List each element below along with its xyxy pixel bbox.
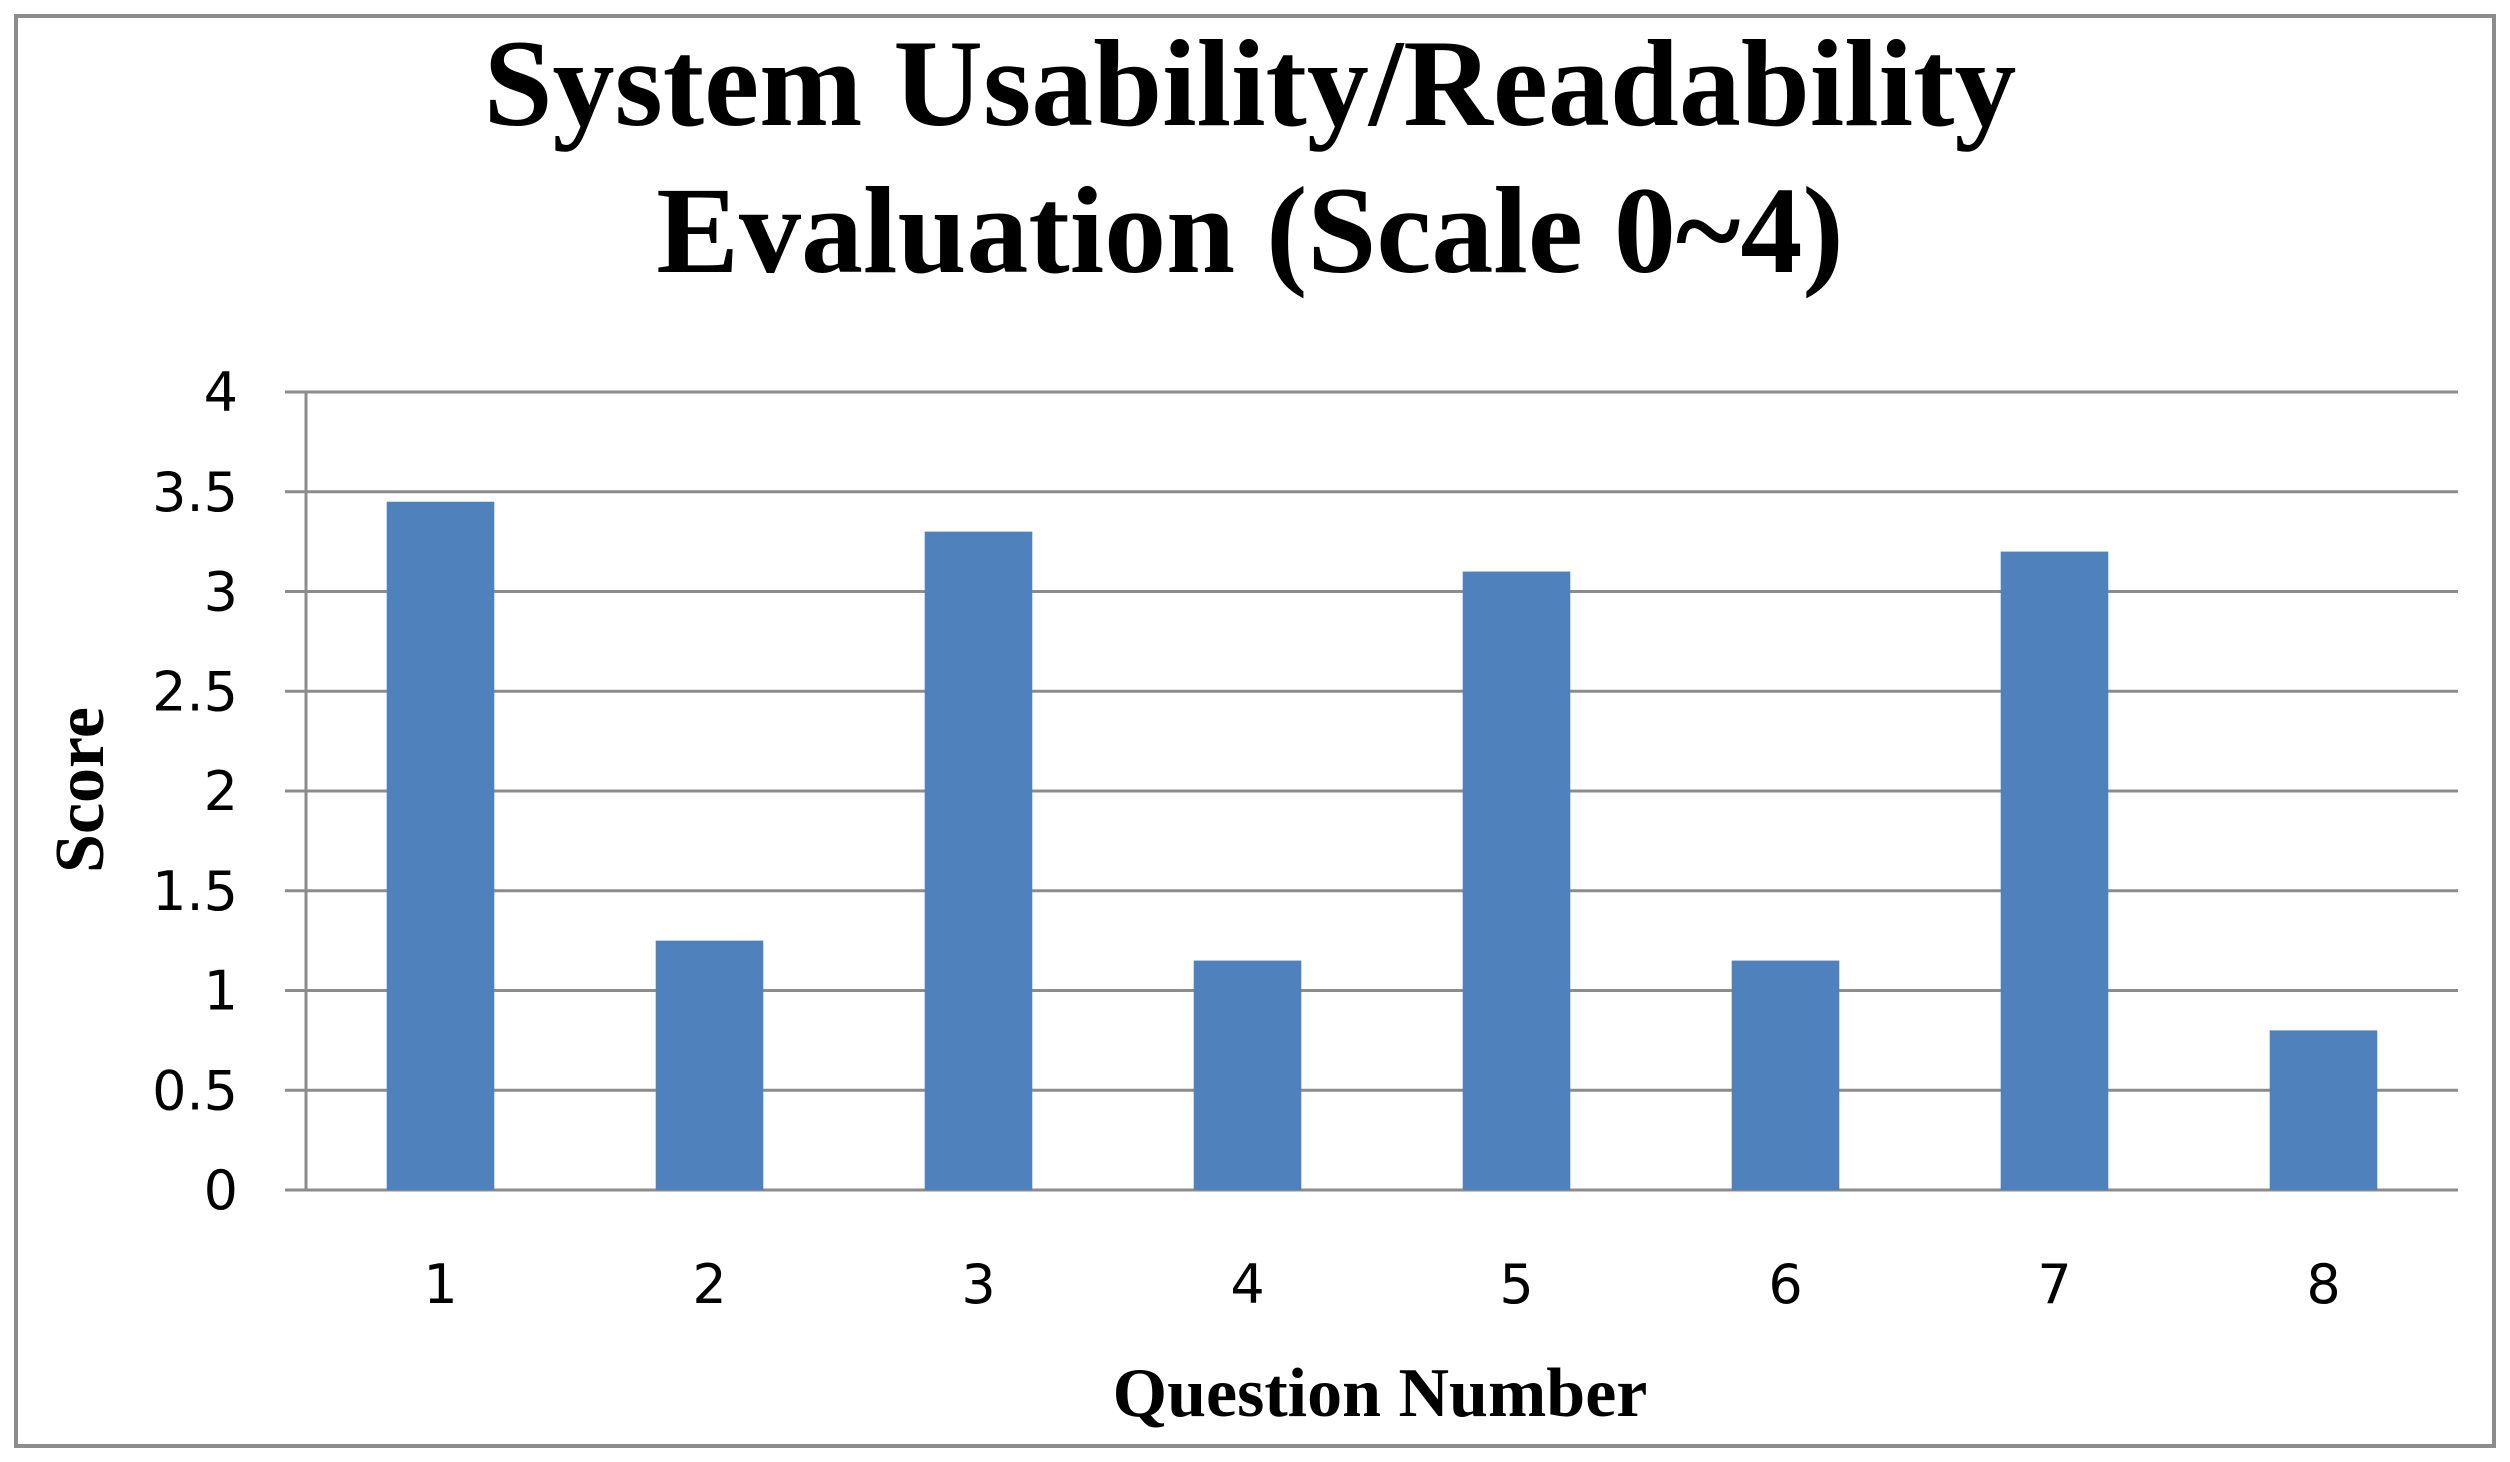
y-tick-label: 2.5 bbox=[152, 660, 238, 723]
chart-title-line-1: System Usability/Readability bbox=[484, 15, 2017, 152]
bar-question-7 bbox=[2000, 551, 2109, 1190]
y-axis-title: Score bbox=[42, 707, 119, 873]
bar-question-3 bbox=[924, 531, 1033, 1190]
y-tick-label: 1.5 bbox=[152, 860, 238, 923]
x-tick-label: 7 bbox=[2037, 1253, 2071, 1316]
x-tick-label: 8 bbox=[2306, 1253, 2340, 1316]
bar-question-4 bbox=[1193, 960, 1302, 1190]
x-tick-label: 5 bbox=[1499, 1253, 1533, 1316]
y-tick-label: 3.5 bbox=[152, 461, 238, 524]
x-tick-label: 4 bbox=[1230, 1253, 1264, 1316]
x-tick-label: 2 bbox=[692, 1253, 726, 1316]
x-axis-title: Question Number bbox=[1113, 1355, 1648, 1432]
y-tick-label: 4 bbox=[204, 361, 238, 424]
chart-title-line-2: Evaluation (Scale 0~4) bbox=[656, 162, 1843, 299]
bar-question-1 bbox=[386, 501, 495, 1191]
x-tick-label: 3 bbox=[961, 1253, 995, 1316]
x-tick-label: 1 bbox=[423, 1253, 457, 1316]
y-tick-label: 0.5 bbox=[152, 1059, 238, 1122]
y-tick-label: 0 bbox=[204, 1159, 238, 1222]
bar-question-6 bbox=[1731, 960, 1840, 1190]
x-tick-labels: 1 2 3 4 5 6 7 8 bbox=[423, 1253, 2340, 1316]
y-tick-label: 3 bbox=[204, 561, 238, 624]
y-tick-label: 1 bbox=[204, 960, 238, 1023]
bar-question-8 bbox=[2269, 1030, 2378, 1190]
x-tick-label: 6 bbox=[1768, 1253, 1802, 1316]
bar-question-5 bbox=[1462, 571, 1571, 1190]
bar-question-2 bbox=[655, 940, 764, 1190]
y-tick-labels: 0 0.5 1 1.5 2 2.5 3 3.5 4 bbox=[152, 361, 238, 1222]
bars bbox=[386, 501, 2378, 1191]
y-tick-label: 2 bbox=[204, 760, 238, 823]
